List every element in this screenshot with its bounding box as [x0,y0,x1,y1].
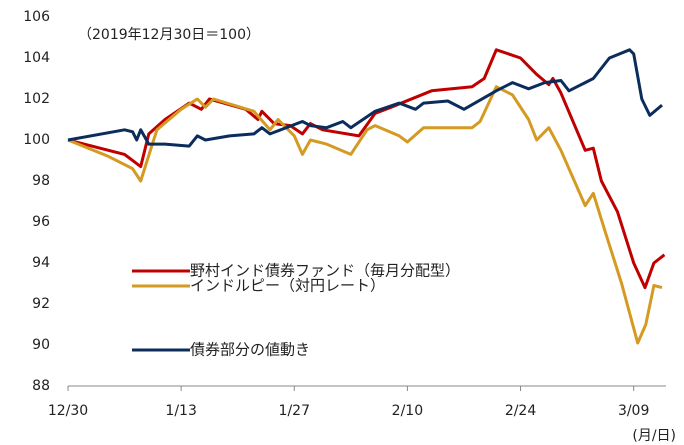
x-tick-label: 2/24 [505,403,537,419]
x-tick-label: 1/27 [279,403,310,419]
series-line [67,48,663,148]
y-tick-label: 106 [23,9,50,25]
legend-label: 野村インド債券ファンド（毎月分配型） [190,262,460,280]
legend-label: 債券部分の値動き [190,341,310,359]
y-tick-label: 100 [23,132,50,148]
legend-label: インドルピー（対円レート） [190,277,385,295]
x-tick-label: 2/10 [392,403,423,419]
y-tick-label: 94 [32,255,50,271]
y-tick-label: 90 [32,337,50,353]
y-tick-label: 102 [23,91,50,107]
x-tick-label: 3/09 [618,403,649,419]
annotation: （2019年12月30日＝100） [78,27,260,43]
y-tick-label: 104 [23,50,50,66]
y-tick-label: 88 [32,378,50,394]
y-tick-label: 96 [32,214,50,230]
x-tick-label: 12/30 [48,403,88,419]
x-unit: (月/日) [632,428,676,444]
x-tick-label: 1/13 [165,403,196,419]
series-line [67,85,663,345]
y-tick-label: 92 [32,296,50,312]
series-line [67,48,666,290]
y-tick-label: 98 [32,173,50,189]
